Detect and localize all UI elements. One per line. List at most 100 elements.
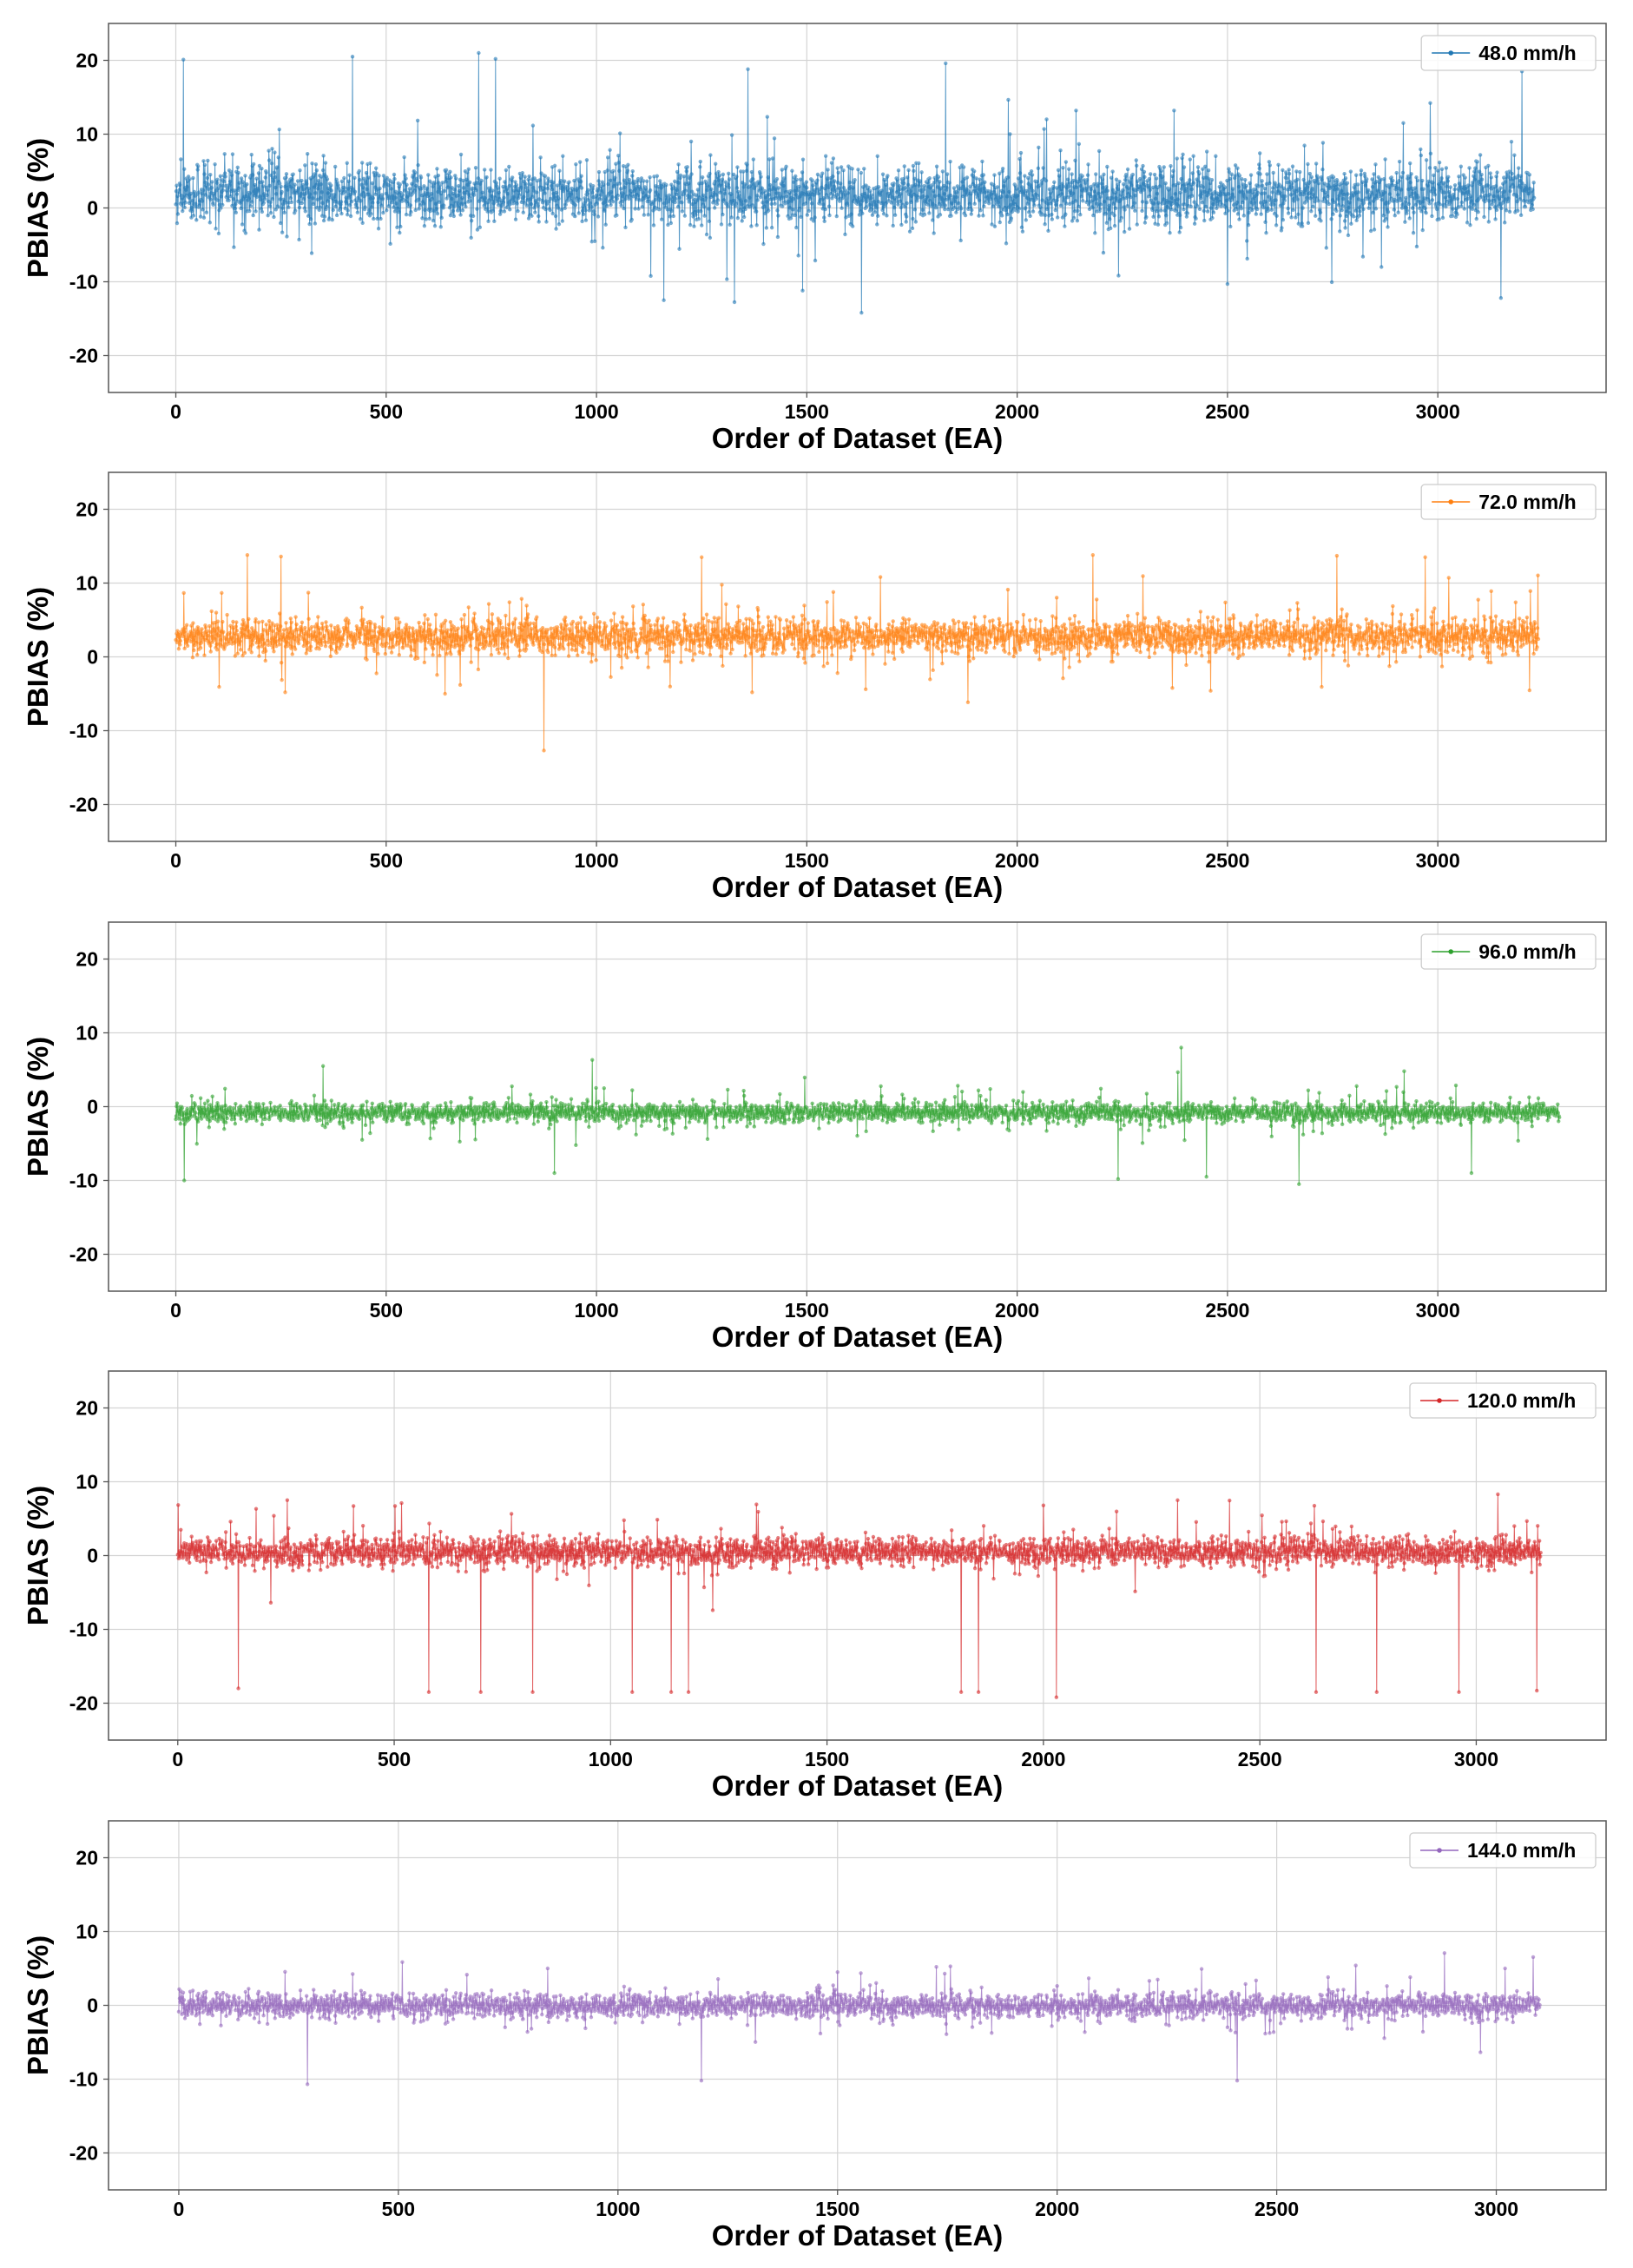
series-96-0-mm-h: [174, 1045, 1562, 1186]
x-tick-label: 1500: [815, 2198, 859, 2220]
y-tick-label: -10: [69, 720, 98, 742]
x-tick-label: 1000: [574, 400, 618, 423]
x-tick-label: 500: [382, 2198, 415, 2220]
legend-box: [1409, 1382, 1597, 1419]
x-tick-label: 2000: [1035, 2198, 1079, 2220]
y-tick-label: -20: [69, 1692, 98, 1715]
x-tick-label: 500: [370, 400, 403, 423]
chart-panel-4: 120.0 mm/h 0 500 1000 1500 2000 2500 3000 -20 -10…: [22, 1370, 1607, 1802]
legend: 144.0 mm/h: [1409, 1832, 1597, 1869]
x-tick-label: 0: [170, 849, 181, 872]
x-axis-label: Order of Dataset (EA): [712, 1321, 1004, 1353]
y-tick-label: -10: [69, 2068, 98, 2091]
x-axis-label: Order of Dataset (EA): [712, 2219, 1004, 2252]
legend: 120.0 mm/h: [1409, 1382, 1597, 1419]
legend-box: [1420, 933, 1597, 970]
x-tick-label: 3000: [1416, 849, 1460, 872]
x-tick-label: 0: [174, 2198, 185, 2220]
grid-lines: [109, 472, 1606, 841]
x-tick-label: 1500: [805, 1748, 849, 1770]
y-axis-label: PBIAS (%): [22, 138, 54, 278]
x-tick-label: 3000: [1416, 1299, 1460, 1322]
x-tick-label: 0: [170, 1299, 181, 1322]
y-tick-label: 0: [87, 197, 98, 220]
y-tick-label: 10: [76, 123, 98, 146]
x-tick-label: 500: [370, 849, 403, 872]
series-markers: [175, 1492, 1543, 1699]
x-axis-label: Order of Dataset (EA): [712, 422, 1004, 454]
x-axis-label: Order of Dataset (EA): [712, 871, 1004, 903]
y-tick-label: 0: [87, 1545, 98, 1567]
x-tick-label: 2000: [995, 849, 1039, 872]
legend-label: 72.0 mm/h: [1478, 491, 1577, 513]
legend-box: [1409, 1832, 1597, 1869]
y-tick-label: 20: [76, 49, 98, 72]
y-tick-label: -20: [69, 2142, 98, 2165]
y-tick-label: 20: [76, 498, 98, 521]
legend-label: 120.0 mm/h: [1467, 1389, 1576, 1412]
y-tick-label: 10: [76, 572, 98, 595]
legend: 72.0 mm/h: [1420, 484, 1597, 520]
x-tick-label: 2500: [1205, 400, 1249, 423]
x-tick-label: 2000: [995, 400, 1039, 423]
x-tick-label: 2500: [1238, 1748, 1282, 1770]
x-tick-label: 2500: [1254, 2198, 1299, 2220]
legend-label: 48.0 mm/h: [1478, 42, 1577, 64]
y-tick-label: 10: [76, 1471, 98, 1493]
y-axis-label: PBIAS (%): [22, 587, 54, 727]
y-tick-label: -10: [69, 1619, 98, 1641]
legend: 96.0 mm/h: [1420, 933, 1597, 970]
y-axis-label: PBIAS (%): [22, 1486, 54, 1625]
x-tick-label: 1500: [785, 1299, 829, 1322]
series-48-0-mm-h: [174, 50, 1537, 315]
y-axis-label: PBIAS (%): [22, 1037, 54, 1177]
x-tick-label: 1000: [596, 2198, 640, 2220]
y-tick-label: 20: [76, 1847, 98, 1869]
y-axis-label: PBIAS (%): [22, 1935, 54, 2075]
x-tick-label: 0: [170, 400, 181, 423]
y-tick-label: 10: [76, 1921, 98, 1943]
x-tick-label: 0: [172, 1748, 183, 1770]
x-tick-label: 3000: [1454, 1748, 1498, 1770]
x-tick-label: 1000: [589, 1748, 633, 1770]
y-tick-label: -20: [69, 345, 98, 367]
legend-marker: [1448, 499, 1453, 504]
legend-label: 144.0 mm/h: [1467, 1839, 1576, 1862]
chart-panel-2: 72.0 mm/h 0 500 1000 1500 2000 2500 3000 -20 -10 0…: [22, 471, 1607, 903]
y-tick-label: 20: [76, 1397, 98, 1420]
chart-panel-1: 48.0 mm/h 0 500 1000 1500 2000 2500 3000 -20 -10 0…: [22, 23, 1607, 454]
y-tick-label: 0: [87, 1096, 98, 1118]
x-tick-label: 2500: [1205, 1299, 1249, 1322]
chart-panel-5: 144.0 mm/h 0 500 1000 1500 2000 2500 3000 -20 -10…: [22, 1820, 1607, 2252]
x-tick-label: 1000: [574, 1299, 618, 1322]
legend-marker: [1448, 949, 1453, 954]
series-markers: [174, 50, 1537, 315]
series-line: [175, 555, 1539, 751]
legend-box: [1420, 484, 1597, 520]
series-markers: [174, 1045, 1562, 1186]
x-tick-label: 500: [378, 1748, 411, 1770]
series-markers: [174, 553, 1541, 753]
y-tick-label: 20: [76, 948, 98, 971]
x-tick-label: 2000: [995, 1299, 1039, 1322]
legend-marker: [1437, 1848, 1442, 1853]
x-tick-label: 1500: [785, 849, 829, 872]
chart-panel-3: 96.0 mm/h 0 500 1000 1500 2000 2500 3000 -20 -10 0…: [22, 921, 1607, 1353]
x-tick-label: 2500: [1205, 849, 1249, 872]
series-markers: [176, 1951, 1542, 2087]
series-72-0-mm-h: [174, 553, 1541, 753]
y-tick-label: 10: [76, 1022, 98, 1045]
legend-marker: [1448, 50, 1453, 56]
legend-marker: [1437, 1398, 1442, 1403]
x-tick-label: 3000: [1416, 400, 1460, 423]
y-tick-label: -20: [69, 1243, 98, 1266]
x-tick-label: 500: [370, 1299, 403, 1322]
series-120-0-mm-h: [175, 1492, 1543, 1699]
legend: 48.0 mm/h: [1420, 35, 1597, 71]
x-tick-label: 2000: [1021, 1748, 1065, 1770]
y-tick-label: -10: [69, 271, 98, 293]
x-tick-label: 1500: [785, 400, 829, 423]
y-tick-label: 0: [87, 1994, 98, 2017]
legend-label: 96.0 mm/h: [1478, 940, 1577, 963]
